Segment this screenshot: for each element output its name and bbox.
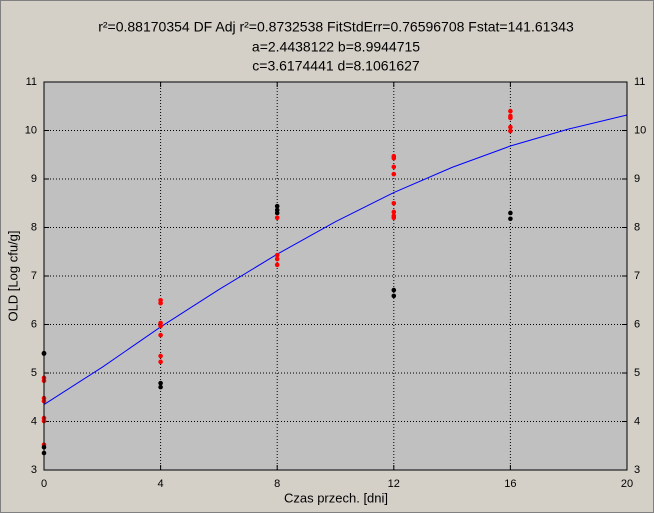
y-tick-label: 7 (31, 270, 37, 282)
x-tick-label: 12 (388, 478, 400, 490)
point (158, 380, 163, 386)
y-tick-label: 9 (31, 173, 37, 185)
point (274, 215, 280, 221)
y-tick-label-right: 3 (634, 464, 640, 476)
point (274, 252, 280, 258)
y-tick-label: 3 (31, 464, 37, 476)
point (158, 300, 163, 306)
x-tick-label: 8 (274, 478, 280, 490)
point (391, 171, 397, 177)
title-line: c=3.6174441 d=8.1061627 (252, 58, 420, 74)
plot-frame (43, 81, 628, 471)
y-tick-label: 11 (26, 76, 37, 88)
point (391, 287, 397, 293)
point (274, 210, 280, 216)
point (158, 384, 163, 390)
y-tick-label-right: 6 (634, 318, 640, 330)
point (508, 124, 513, 130)
point (508, 216, 513, 222)
point (391, 215, 397, 221)
y-tick-label: 5 (31, 367, 37, 379)
y-tick-label-right: 7 (634, 270, 640, 282)
title-line: a=2.4438122 b=8.9944715 (252, 39, 420, 55)
x-tick-label: 4 (158, 478, 164, 490)
point (158, 353, 163, 359)
point (508, 128, 513, 134)
point (158, 332, 163, 338)
point (391, 164, 397, 170)
point (274, 203, 280, 209)
x-axis-label: Czas przech. [dni] (284, 490, 388, 505)
point (391, 293, 397, 299)
point (391, 200, 397, 206)
fit-curve (43, 114, 628, 405)
y-tick-label: 4 (31, 415, 37, 427)
y-tick-label-right: 9 (634, 173, 640, 185)
x-tick-label: 20 (621, 478, 633, 490)
y-tick-label-right: 10 (634, 124, 646, 136)
point (274, 262, 280, 268)
point (508, 210, 513, 216)
grid (43, 81, 628, 471)
y-tick-label-right: 11 (634, 76, 645, 88)
y-tick-label: 8 (31, 221, 37, 233)
point (158, 359, 163, 365)
x-tick-label: 16 (504, 478, 516, 490)
y-tick-label: 6 (31, 318, 37, 330)
x-tick-label: 0 (41, 478, 47, 490)
point (391, 155, 397, 161)
y-tick-label-right: 4 (634, 415, 640, 427)
point (274, 256, 280, 262)
point (391, 209, 397, 215)
y-axis-label: OLD [Log cfu/g] (5, 230, 20, 321)
point (508, 115, 513, 121)
point (158, 323, 163, 329)
y-tick-label: 10 (25, 124, 37, 136)
title-line: r²=0.88170354 DF Adj r²=0.8732538 FitStd… (98, 19, 574, 35)
y-tick-label-right: 5 (634, 367, 640, 379)
y-tick-label-right: 8 (634, 221, 640, 233)
marks (41, 108, 628, 456)
point (508, 108, 513, 114)
